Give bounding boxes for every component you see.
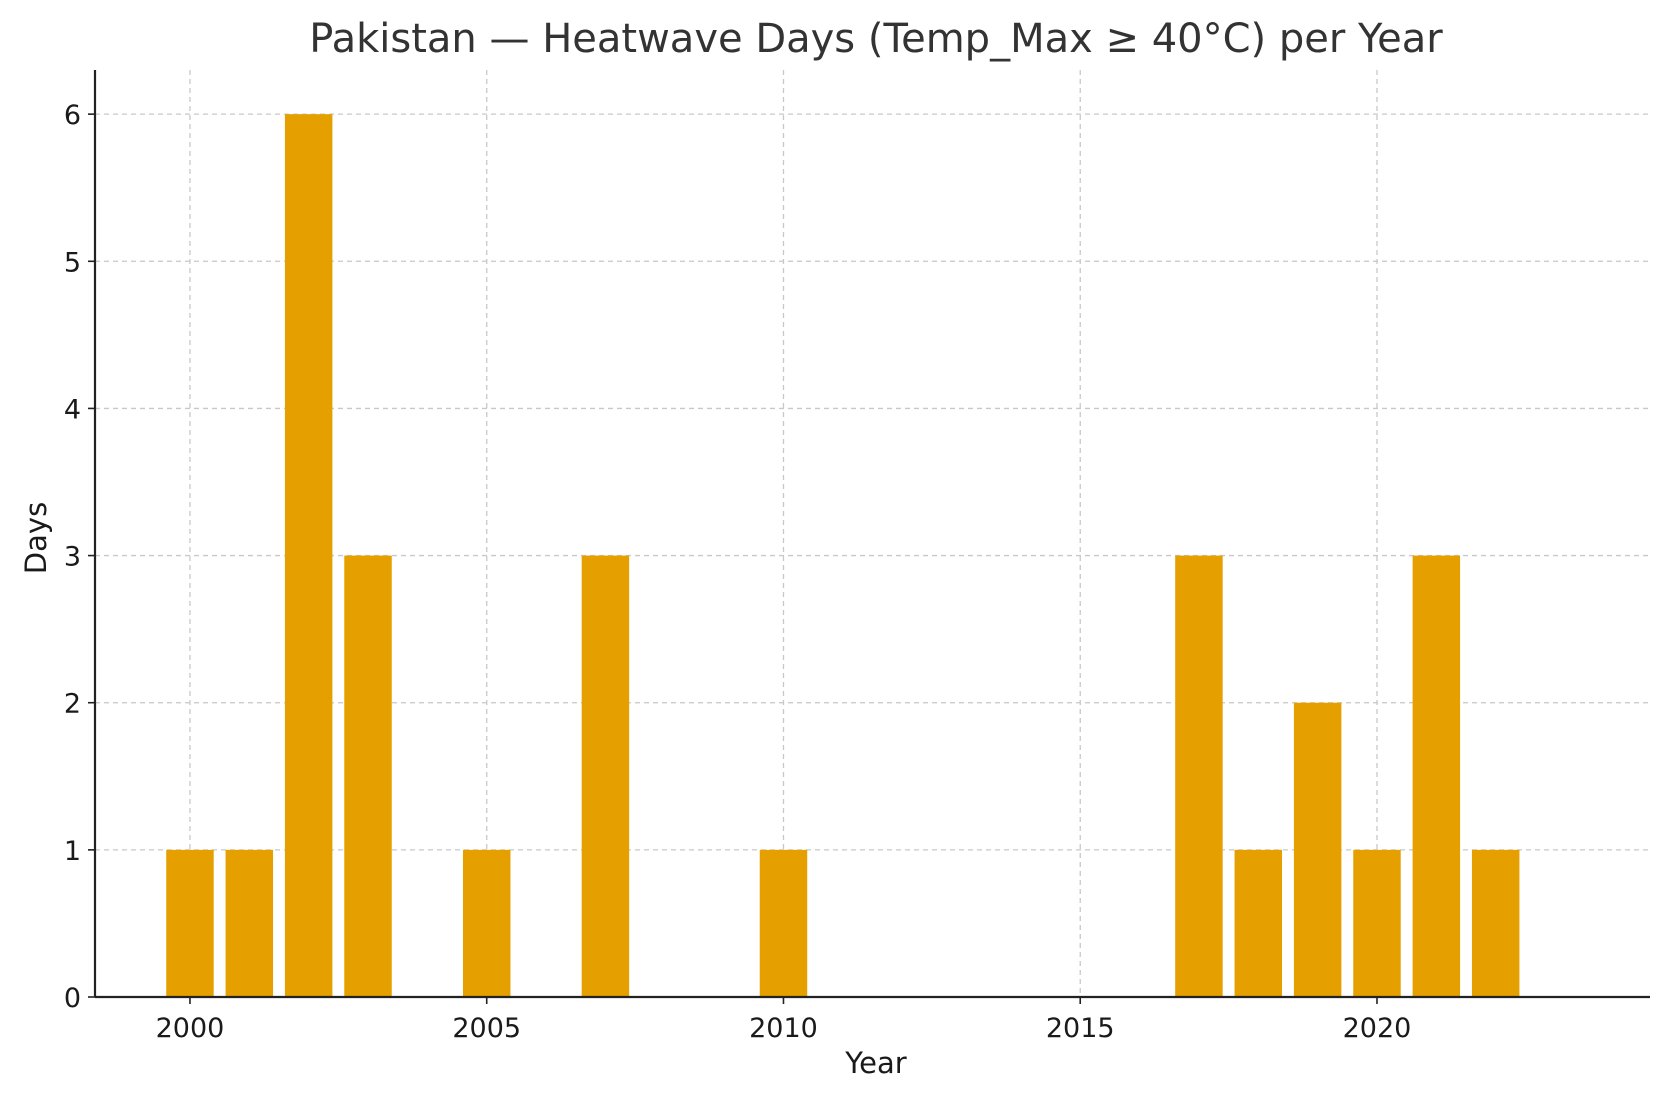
bars bbox=[166, 114, 1520, 997]
x-axis-label: Year bbox=[844, 1046, 906, 1080]
chart-title: Pakistan — Heatwave Days (Temp_Max ≥ 40°… bbox=[309, 16, 1443, 62]
x-tick-label: 2005 bbox=[452, 1013, 521, 1044]
y-axis-label: Days bbox=[19, 502, 53, 574]
bar-2001 bbox=[225, 849, 274, 997]
bar-2005 bbox=[462, 849, 511, 997]
x-tick-label: 2000 bbox=[156, 1013, 225, 1044]
x-tick-label: 2010 bbox=[749, 1013, 818, 1044]
y-tick-label: 0 bbox=[64, 983, 81, 1014]
x-tick-label: 2020 bbox=[1343, 1013, 1412, 1044]
bar-2021 bbox=[1412, 555, 1461, 997]
bar-2007 bbox=[581, 555, 630, 997]
bar-2019 bbox=[1293, 702, 1342, 997]
y-tick-label: 4 bbox=[64, 394, 81, 425]
grid bbox=[95, 70, 1650, 997]
y-tick-label: 6 bbox=[64, 100, 81, 131]
bar-2020 bbox=[1353, 849, 1401, 997]
y-tick-label: 1 bbox=[64, 836, 81, 867]
bar-2010 bbox=[759, 849, 808, 997]
bar-2017 bbox=[1175, 555, 1223, 997]
y-tick-label: 3 bbox=[64, 542, 81, 573]
x-tick-label: 2015 bbox=[1046, 1013, 1115, 1044]
ticks: 2000 2005 2010 2015 2020 0 1 2 3 4 5 6 bbox=[64, 100, 1412, 1044]
bar-2003 bbox=[344, 555, 392, 997]
bar-2002 bbox=[284, 114, 333, 997]
bar-2000 bbox=[166, 849, 214, 997]
y-tick-label: 2 bbox=[64, 689, 81, 720]
y-tick-label: 5 bbox=[64, 247, 81, 278]
bar-2022 bbox=[1471, 849, 1520, 997]
bar-2018 bbox=[1234, 849, 1283, 997]
axes bbox=[93, 70, 1650, 999]
